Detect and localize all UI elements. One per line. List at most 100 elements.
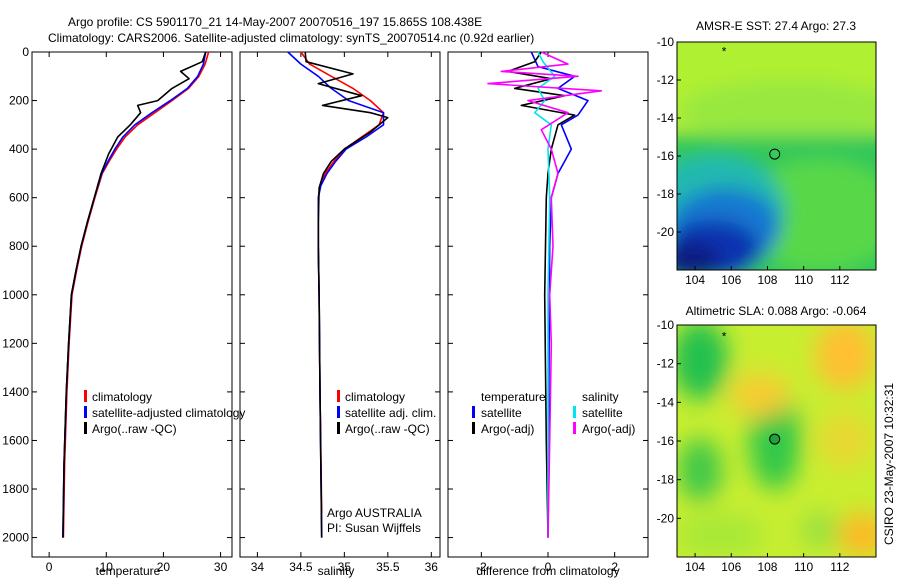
- legend-label-temp-satellite: satellite: [481, 406, 522, 420]
- difference-panel: -2 0 2 difference from climatology tempera…: [447, 51, 649, 578]
- y-tick-label-temperature: 200: [9, 94, 29, 108]
- y-tick-label-temperature: 800: [9, 239, 29, 253]
- series-line-salinity-argo-raw-qc: [304, 51, 389, 538]
- temperature-axes-frame: [31, 51, 233, 558]
- map-y-tick-label-sla: -20: [657, 511, 675, 525]
- map-x-tick-label-sst: 108: [757, 273, 777, 287]
- y-tick-label-temperature: 1800: [2, 482, 29, 496]
- map-x-tick-label-sla: 104: [685, 560, 705, 574]
- legend-header-salinity: salinity: [582, 390, 619, 404]
- argo-position-marker-sst: [769, 148, 781, 160]
- series-line-temperature-satellite-adjusted-climatology: [62, 51, 207, 538]
- legend-swatch-temp-argo: [472, 422, 475, 434]
- legend-swatch-sal-argo: [337, 422, 340, 434]
- map-y-tick-label-sla: -12: [657, 357, 675, 371]
- salinity-xlabel: salinity: [318, 564, 355, 578]
- map-x-tick-label-sla: 108: [757, 560, 777, 574]
- legend-swatch-satellite-adjusted: [84, 406, 87, 418]
- legend-label-sal-satellite-diff: satellite: [582, 406, 623, 420]
- x-tick-label-difference: 0: [545, 560, 552, 574]
- map-x-tick-label-sst: 112: [830, 273, 849, 287]
- y-tick-label-temperature: 2000: [2, 531, 29, 545]
- legend-label-satellite-adjusted: satellite-adjusted climatology: [92, 406, 245, 420]
- star-marker-sst: *: [722, 45, 727, 59]
- salinity-annotation-argo-australia: Argo AUSTRALIA: [327, 506, 422, 520]
- y-tick-label-temperature: 1600: [2, 433, 29, 447]
- map-x-tick-label-sla: 106: [721, 560, 741, 574]
- map-y-tick-label-sst: -20: [657, 225, 675, 239]
- legend-swatch-argo: [84, 422, 87, 434]
- temperature-xlabel: temperature: [96, 564, 161, 578]
- legend-label-climatology: climatology: [92, 390, 152, 404]
- salinity-axes-frame: [239, 51, 441, 558]
- header-line2: Climatology: CARS2006. Satellite-adjuste…: [48, 31, 534, 45]
- x-tick-label-temperature: 0: [46, 560, 53, 574]
- legend-label-sal-argo: Argo(..raw -QC): [345, 422, 430, 436]
- x-tick-label-salinity: 35.5: [376, 560, 400, 574]
- x-tick-label-salinity: 36: [425, 560, 439, 574]
- legend-swatch-temp-satellite: [472, 406, 475, 418]
- temperature-legend: climatology satellite-adjusted climatolo…: [84, 390, 245, 436]
- y-tick-label-temperature: 600: [9, 191, 29, 205]
- map-x-tick-label-sla: 112: [830, 560, 849, 574]
- x-tick-label-difference: 2: [611, 560, 618, 574]
- map-y-tick-label-sst: -14: [657, 111, 675, 125]
- sst-map-panel: AMSR-E SST: 27.4 Argo: 27.3 104 106 108 110…: [657, 19, 877, 287]
- salinity-panel: 34 34.5 35 35.5 36 salinity climatology sate…: [239, 51, 441, 578]
- map-x-tick-label-sst: 110: [794, 273, 813, 287]
- header-line1: Argo profile: CS 5901170_21 14-May-2007 …: [68, 15, 482, 29]
- x-tick-label-salinity: 34.5: [289, 560, 313, 574]
- legend-label-sal-argo-diff: Argo(-adj): [582, 422, 635, 436]
- map-x-tick-label-sst: 104: [685, 273, 705, 287]
- series-line-salinity-climatology: [300, 51, 385, 514]
- salinity-legend: climatology satellite adj. clim. Argo(..…: [337, 390, 436, 436]
- map-y-tick-label-sst: -18: [657, 187, 675, 201]
- x-tick-label-temperature: 30: [214, 560, 228, 574]
- temperature-panel: 0 10 20 30 0 200 400 600 800 1000 1200 1400 1600 1800…: [2, 45, 245, 578]
- legend-header-temperature: temperature: [481, 390, 546, 404]
- y-tick-label-temperature: 1200: [2, 336, 29, 350]
- y-tick-label-temperature: 1000: [2, 288, 29, 302]
- x-tick-label-salinity: 34: [251, 560, 265, 574]
- x-tick-label-temperature: 20: [157, 560, 171, 574]
- legend-label-temp-argo: Argo(-adj): [481, 422, 534, 436]
- legend-label-argo: Argo(..raw -QC): [92, 422, 177, 436]
- map-x-tick-label-sla: 110: [794, 560, 813, 574]
- series-line-temperature-argo-raw-qc: [62, 51, 207, 538]
- map-y-tick-label-sst: -10: [657, 35, 675, 49]
- map-x-tick-label-sst: 106: [721, 273, 741, 287]
- salinity-annotation-pi: PI: Susan Wijffels: [327, 521, 421, 535]
- star-marker-sla: *: [722, 330, 727, 344]
- sla-map-field: [677, 325, 876, 557]
- x-tick-label-salinity: 35: [338, 560, 352, 574]
- sla-map-panel: Altimetric SLA: 0.088 Argo: -0.064 104 10…: [657, 304, 877, 574]
- sla-map-title: Altimetric SLA: 0.088 Argo: -0.064: [686, 304, 867, 318]
- x-tick-label-temperature: 10: [100, 560, 114, 574]
- map-y-tick-label-sst: -16: [657, 149, 675, 163]
- series-line-difference-salinity-satellite: [533, 51, 556, 538]
- legend-label-sal-satellite: satellite adj. clim.: [345, 406, 436, 420]
- sst-map-field: [677, 42, 876, 270]
- series-line-salinity-satellite-adj-clim: [287, 51, 385, 538]
- sst-map-title: AMSR-E SST: 27.4 Argo: 27.3: [696, 19, 856, 33]
- map-y-tick-label-sla: -18: [657, 473, 675, 487]
- series-line-difference-temperature-argo-adj: [507, 51, 576, 538]
- argo-position-marker-sla: [769, 433, 781, 445]
- y-tick-label-temperature: 400: [9, 142, 29, 156]
- legend-swatch-sal-climatology: [337, 390, 340, 402]
- y-tick-label-temperature: 1400: [2, 385, 29, 399]
- legend-swatch-sal-argo-diff: [573, 422, 576, 434]
- difference-xlabel: difference from climatology: [476, 564, 619, 578]
- series-line-difference-temperature-satellite: [530, 51, 589, 538]
- legend-swatch-sal-satellite: [337, 406, 340, 418]
- legend-swatch-sal-satellite-diff: [573, 406, 576, 418]
- x-tick-label-difference: -2: [476, 560, 487, 574]
- series-line-difference-salinity-argo-adj: [487, 51, 603, 538]
- legend-swatch-climatology: [84, 390, 87, 402]
- y-tick-label-temperature: 0: [22, 45, 29, 59]
- map-y-tick-label-sst: -12: [657, 73, 675, 87]
- difference-legend: temperature satellite Argo(-adj) salinit…: [472, 390, 635, 436]
- side-timestamp-label: CSIRO 23-May-2007 10:32:31: [882, 383, 896, 545]
- map-y-tick-label-sla: -16: [657, 434, 675, 448]
- map-y-tick-label-sla: -14: [657, 395, 675, 409]
